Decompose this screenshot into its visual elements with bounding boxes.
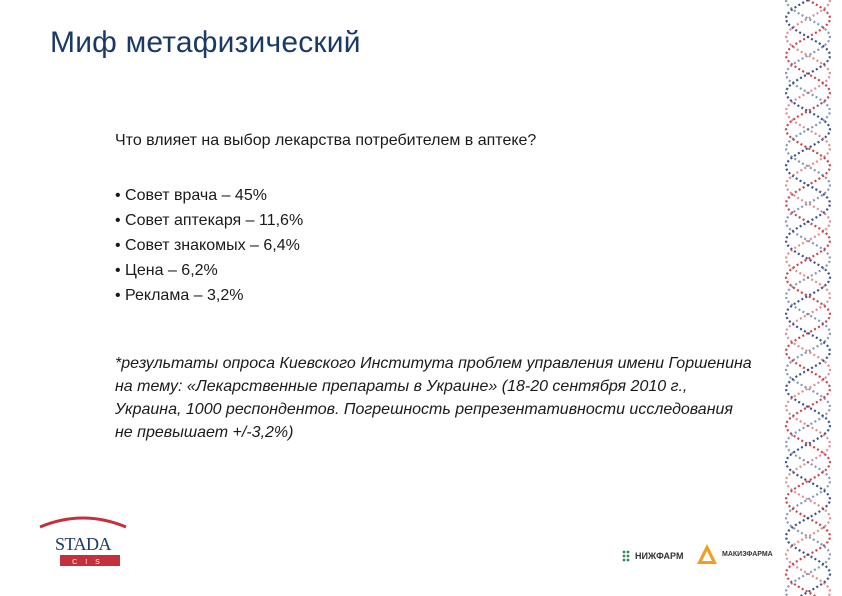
survey-question: Что влияет на выбор лекарства потребител… [115, 132, 537, 149]
helix-strand [784, 0, 832, 596]
dna-helix-icon [784, 0, 832, 596]
makiz-name: МАКИЗФАРМА [722, 550, 773, 558]
svg-text:STADA: STADA [55, 534, 112, 554]
nizhpharm-logo: НИЖФАРМ [622, 546, 683, 566]
helix-strand [784, 0, 832, 596]
survey-footnote: *результаты опроса Киевского Института п… [115, 355, 752, 441]
makiz-logo: МАКИЗФАРМА [696, 540, 773, 568]
helix-strand [785, 0, 832, 596]
list-item: Цена – 6,2% [115, 258, 303, 283]
list-item: Совет врача – 45% [115, 183, 303, 208]
list-item: Совет знакомых – 6,4% [115, 233, 303, 258]
list-item: Совет аптекаря – 11,6% [115, 208, 303, 233]
triangle-mark-icon [697, 544, 717, 564]
helix-strand [784, 0, 831, 596]
dots-mark-icon [622, 550, 630, 562]
stada-logo: STADA CIS [39, 516, 127, 566]
svg-text:CIS: CIS [72, 559, 108, 566]
list-item: Реклама – 3,2% [115, 283, 303, 308]
nizhpharm-name: НИЖФАРМ [635, 551, 684, 561]
results-list: Совет врача – 45% Совет аптекаря – 11,6%… [115, 183, 303, 308]
slide-title: Миф метафизический [50, 26, 361, 59]
